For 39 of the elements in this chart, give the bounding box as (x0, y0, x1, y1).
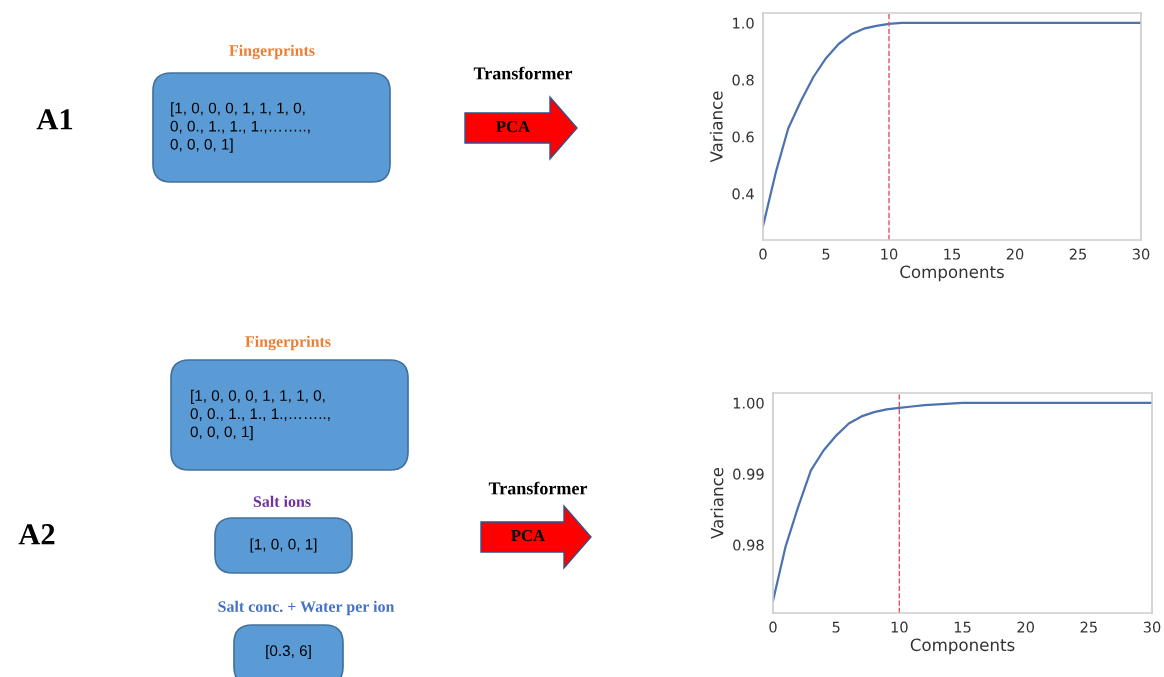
text: Salt conc. + Water per ion (218, 600, 395, 616)
x-tick-label: 5 (832, 621, 840, 633)
text: Fingerprints (245, 335, 331, 351)
text: PCA (496, 120, 530, 133)
x-tick-label: 0 (759, 248, 767, 260)
x-tick-label: 30 (1132, 248, 1150, 260)
text: [1, 0, 0, 1] (250, 538, 317, 553)
x-tick-label: 0 (769, 621, 777, 633)
x-tick-label: 10 (891, 621, 908, 633)
y-axis-title: Variance (709, 91, 723, 163)
x-axis-title: Components (910, 638, 1015, 655)
text: Transformer (473, 66, 573, 80)
x-tick-label: 25 (1080, 621, 1097, 633)
text: A1 (36, 109, 73, 130)
x-tick-label: 20 (1006, 248, 1024, 260)
text: [0.3, 6] (266, 644, 311, 660)
y-tick-label: 0.6 (732, 131, 754, 143)
x-axis-title: Components (900, 265, 1004, 282)
x-tick-label: 5 (822, 248, 830, 260)
y-tick-label: 1.0 (733, 17, 754, 29)
text: A2 (18, 524, 55, 545)
text: [1, 0, 0, 0, 1, 1, 1, 0, 0, 0., 1., 1., 1.,…….., 0, 0, 0, 1] (190, 389, 330, 441)
x-tick-label: 15 (954, 621, 971, 633)
y-tick-label: 0.99 (733, 468, 764, 480)
text: Salt ions (253, 495, 311, 507)
y-tick-label: 0.98 (733, 539, 764, 551)
x-tick-label: 30 (1143, 621, 1161, 633)
text: Transformer (488, 481, 588, 495)
text: PCA (511, 529, 545, 542)
y-tick-label: 0.8 (732, 74, 754, 86)
x-tick-label: 20 (1017, 621, 1034, 633)
y-axis-title: Variance (710, 467, 724, 539)
x-tick-label: 10 (881, 248, 898, 260)
x-tick-label: 25 (1069, 248, 1086, 260)
y-tick-label: 1.00 (733, 397, 764, 409)
x-tick-label: 15 (944, 248, 960, 260)
text: Fingerprints (229, 44, 315, 60)
text: [1, 0, 0, 0, 1, 1, 1, 0, 0, 0., 1., 1., 1.,…….., 0, 0, 0, 1] (170, 102, 310, 153)
y-tick-label: 0.4 (732, 188, 754, 200)
